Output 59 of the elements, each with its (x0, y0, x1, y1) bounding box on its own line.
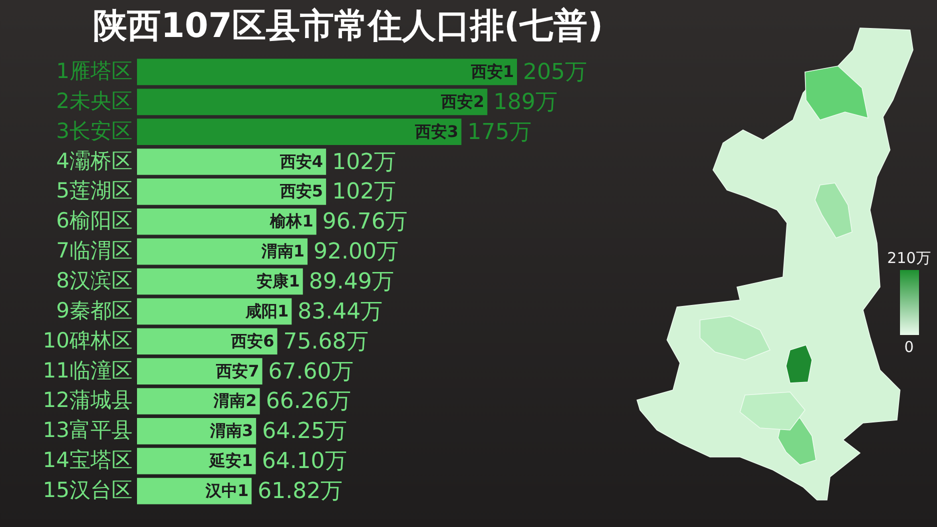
chart-title: 陕西107区县市常住人口排(七普) (93, 6, 604, 46)
data-label: 96.76万 (322, 210, 408, 235)
data-label: 102万 (332, 150, 396, 175)
annotation: 延安1 (208, 451, 253, 470)
bar (137, 268, 303, 295)
text: 0 (904, 338, 914, 356)
y-tick-label: 3长安区 (56, 118, 132, 143)
y-tick-label: 7临渭区 (56, 238, 132, 263)
annotation: 咸阳1 (244, 301, 289, 320)
bar (137, 148, 326, 175)
text: 210万 (887, 249, 931, 267)
annotation: 榆林1 (269, 212, 314, 231)
y-tick-label: 9秦都区 (56, 298, 132, 322)
annotation: 汉中1 (204, 481, 249, 500)
annotation: 渭南2 (212, 391, 257, 410)
data-label: 205万 (523, 60, 587, 85)
data-label: 175万 (467, 120, 532, 145)
bar (137, 88, 488, 116)
y-tick-label: 14宝塔区 (42, 448, 132, 472)
bar (137, 58, 517, 86)
y-tick-label: 5莲湖区 (56, 178, 132, 203)
y-tick-label: 4灞桥区 (56, 148, 132, 173)
data-label: 92.00万 (314, 240, 399, 265)
data-label: 67.60万 (268, 359, 354, 384)
data-label: 102万 (332, 180, 396, 205)
y-tick-label: 12蒲城县 (42, 388, 132, 412)
bar (137, 208, 316, 235)
annotation: 西安1 (470, 62, 514, 81)
y-tick-label: 13富平县 (42, 418, 132, 442)
annotation: 西安3 (414, 122, 458, 141)
annotation: 西安7 (215, 361, 260, 380)
annotation: 西安6 (230, 331, 274, 350)
y-tick-label: 15汉台区 (42, 478, 132, 502)
data-label: 75.68万 (283, 329, 368, 354)
bar (137, 448, 256, 474)
bar (137, 358, 262, 384)
annotation: 渭南1 (260, 242, 305, 261)
annotation: 西安5 (278, 182, 324, 201)
data-label: 64.25万 (262, 419, 348, 444)
bar (137, 238, 308, 265)
data-label: 189万 (493, 90, 558, 115)
y-tick-label: 6榆阳区 (56, 208, 132, 233)
annotation: 西安4 (278, 152, 324, 171)
y-tick-label: 1雁塔区 (56, 58, 132, 83)
bar (137, 118, 462, 146)
y-tick-label: 11临潼区 (42, 358, 132, 382)
y-tick-label: 8汉滨区 (56, 268, 132, 292)
annotation: 安康1 (256, 272, 300, 290)
annotation: 渭南3 (208, 421, 254, 440)
y-tick-label: 2未央区 (56, 88, 132, 113)
data-label: 83.44万 (298, 299, 383, 324)
data-label: 64.10万 (262, 449, 347, 474)
bar (137, 328, 278, 355)
data-label: 89.49万 (308, 270, 394, 294)
bar (137, 178, 326, 205)
data-label: 66.26万 (266, 389, 351, 414)
data-label: 61.82万 (258, 479, 343, 504)
y-tick-label: 10碑林区 (42, 328, 132, 352)
annotation: 西安2 (440, 92, 484, 111)
